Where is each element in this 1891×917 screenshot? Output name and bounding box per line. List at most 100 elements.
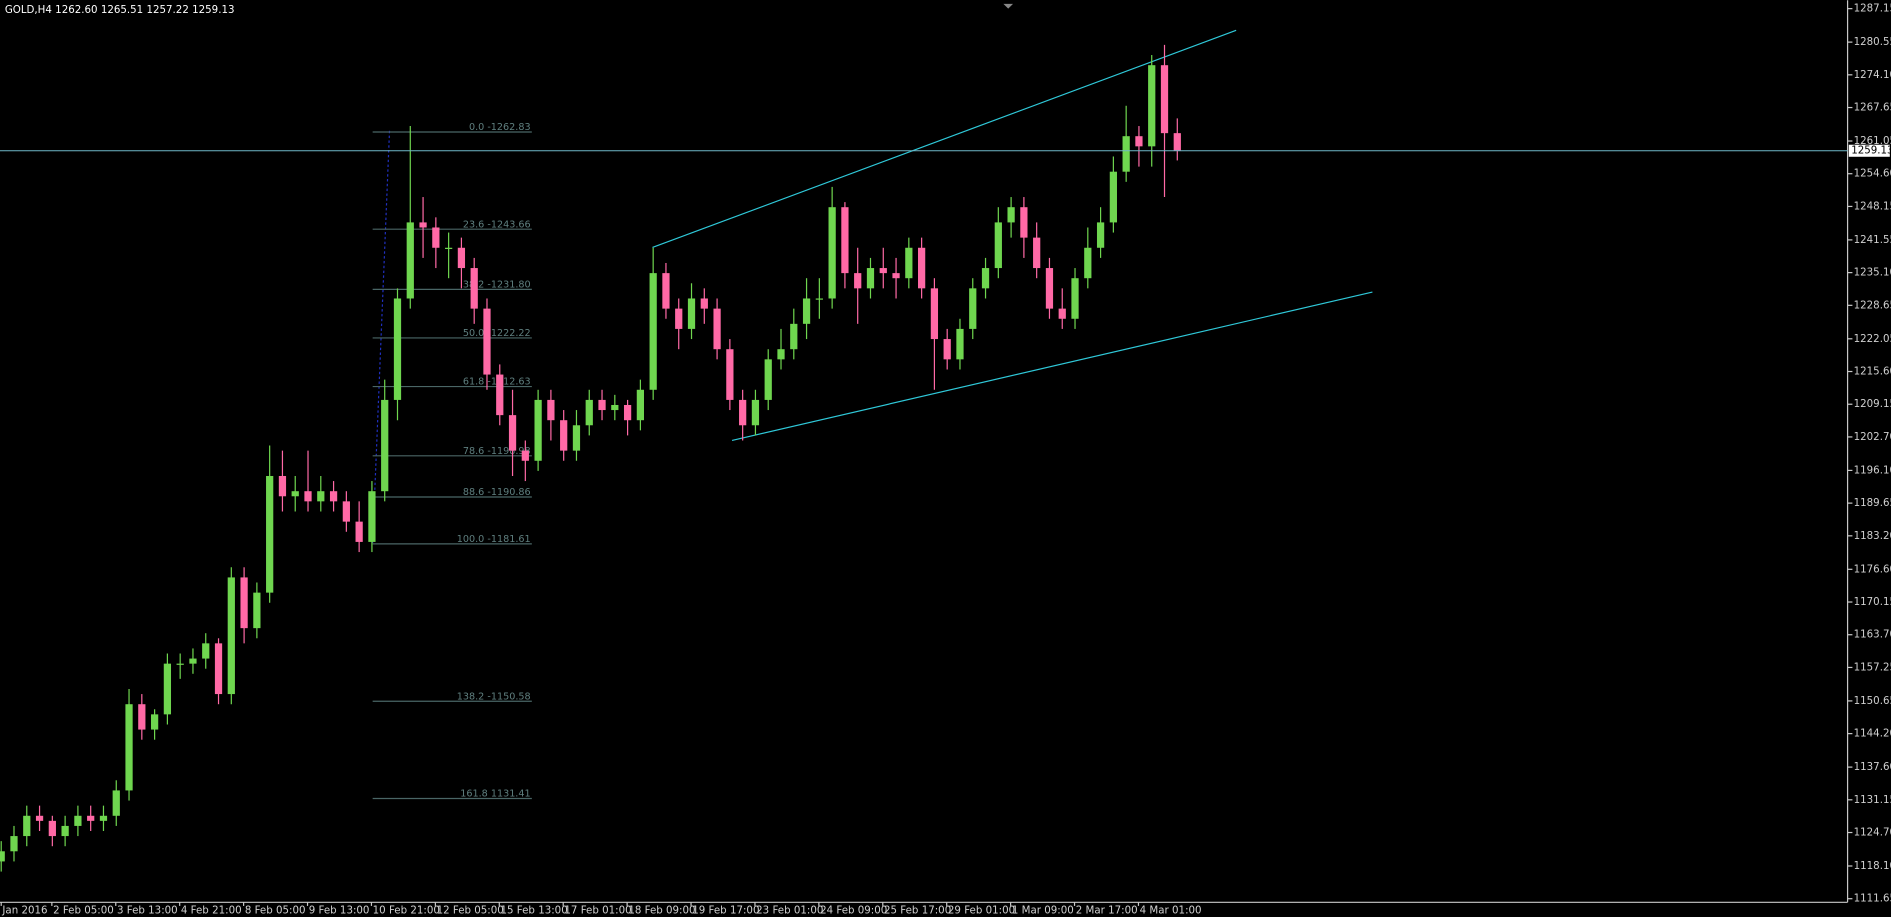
candle-body [1084,247,1092,279]
candle-body [266,475,274,593]
candle-body [163,663,172,715]
candle-body [240,577,248,629]
candle-body [790,323,798,350]
candle-body [841,207,849,274]
candle-body [598,399,606,411]
y-tick-label: 1248.15 [1854,200,1891,212]
candle-body [508,415,517,451]
fib-label: 23.6 -1243.66 [463,219,531,230]
y-tick-label: 1124.70 [1854,827,1891,839]
y-tick-label: 1267.65 [1854,102,1891,114]
x-tick-label: 12 Feb 05:00 [437,905,504,917]
candle-body [419,222,427,228]
candle-body [1109,171,1117,223]
fib-label: 78.6 -1198.98 [463,446,531,457]
y-tick-label: 1235.10 [1854,267,1891,279]
candle-body [521,450,529,461]
y-tick-label: 1202.70 [1854,431,1891,443]
y-tick-label: 1222.05 [1854,333,1891,345]
candle-body [1160,65,1169,134]
candle-body [1020,207,1028,238]
x-tick-label: 2 Mar 17:00 [1076,905,1138,917]
candle-body [905,247,913,279]
y-tick-label: 1131.15 [1854,794,1891,806]
fib-label: 100.0 -1181.61 [457,534,531,545]
x-tick-label: 23 Feb 01:00 [756,905,823,917]
candle-body [381,399,389,492]
trend-line-upper [652,29,1237,249]
y-tick-label: 1228.65 [1854,299,1891,311]
candle-body [713,308,721,350]
y-tick-label: 1176.60 [1854,563,1891,575]
candle-body [317,491,325,502]
y-tick-label: 1261.05 [1854,135,1891,147]
candle-body [61,825,69,837]
candle-body [74,815,82,826]
candle-body [687,298,696,329]
candle-body [483,308,491,375]
fib-label: 161.8 1131.41 [460,789,530,800]
candle-body [342,501,350,522]
y-tick-label: 1189.65 [1854,497,1891,509]
y-tick-label: 1274.10 [1854,69,1891,81]
candle-body [623,404,632,421]
x-tick-label: 15 Feb 13:00 [500,905,567,917]
candle-body [879,268,887,274]
x-tick-label: 17 Feb 01:00 [564,905,631,917]
current-price-box [1848,144,1890,157]
candle-body [1071,278,1079,319]
candle-body [802,298,811,324]
candle-body [329,491,338,502]
fib-label: 50.0 -1222.22 [463,328,531,339]
chart-header: GOLD,H4 1262.60 1265.51 1257.22 1259.13 [5,4,235,16]
shift-marker [1003,3,1014,9]
fib-anchor-line [372,130,391,543]
candle-body [1007,207,1015,223]
y-tick-label: 1144.20 [1854,728,1891,740]
candle-body [981,268,990,289]
candle-body [189,658,197,664]
y-tick-label: 1280.55 [1854,36,1891,48]
x-tick-label: 10 Feb 21:00 [373,905,440,917]
y-tick-label: 1163.70 [1854,629,1891,641]
candle-body [214,643,223,695]
candle-body [368,491,376,542]
y-tick-label: 1254.60 [1854,168,1891,180]
candle-body [99,815,108,821]
candle-body [649,273,657,390]
candle-body [150,714,159,730]
candle-body [470,268,478,309]
candle-body [943,339,951,360]
x-tick-label: 4 Feb 21:00 [181,905,242,917]
candle-body [1096,222,1105,248]
candle-body [23,815,31,837]
candle-body [994,222,1002,269]
candle-body [751,399,760,426]
candle-body [253,592,261,629]
candle-body [675,308,683,329]
y-tick-label: 1183.20 [1854,530,1891,542]
candle-body [291,491,299,497]
x-tick-label: 19 Feb 17:00 [692,905,759,917]
candle-body [432,227,440,248]
y-tick-label: 1287.15 [1854,3,1891,15]
candle-body [1135,136,1143,147]
y-tick-label: 1215.60 [1854,366,1891,378]
y-tick-label: 1170.15 [1854,596,1891,608]
trend-line-lower [731,291,1373,441]
candle-body [764,359,772,400]
candle-body [854,273,862,289]
candle-body [1148,65,1156,147]
candle-body [1033,237,1041,269]
y-tick-label: 1111.65 [1854,893,1891,905]
y-tick-label: 1209.15 [1854,398,1891,410]
candle-body [547,399,555,421]
candle-body [918,247,926,289]
candle-body [35,815,44,821]
candle-body [304,491,312,502]
candle-body [560,420,568,451]
candle-body [1058,308,1066,319]
candle-body [202,643,210,659]
